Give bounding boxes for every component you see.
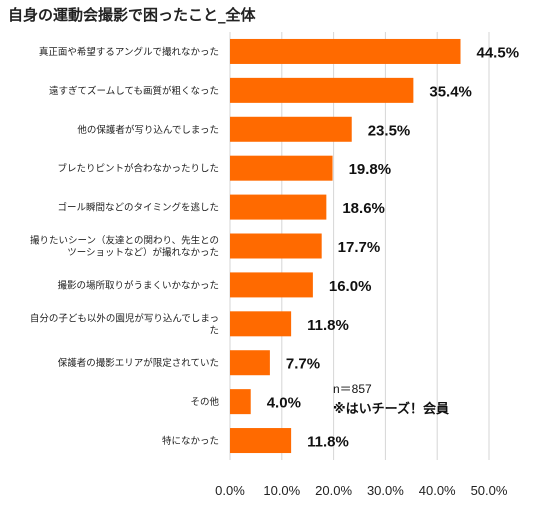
x-tick-label: 40.0% <box>419 483 456 498</box>
category-label: ゴール瞬間などのタイミングを逃した <box>57 202 219 214</box>
bars <box>230 38 461 454</box>
bar <box>230 233 322 259</box>
value-labels: 44.5% 35.4% 23.5% 19.8% 18.6% 17.7% 16.0% 11.8%… <box>267 44 519 450</box>
category-label: その他 <box>190 396 219 408</box>
category-label: 自分の子ども以外の園児が写り込んでしまっ <box>30 312 219 324</box>
data-label: 17.7% <box>338 239 381 256</box>
category-label: ブレたりピントが合わなかったりした <box>57 163 219 175</box>
category-label: 撮影の場所取りがうまくいかなかった <box>57 279 219 291</box>
membership-note: ※はいチーズ！会員 <box>333 401 449 417</box>
category-label: 特になかった <box>162 435 219 447</box>
bar <box>230 194 327 220</box>
data-label: 18.6% <box>342 200 385 217</box>
bar <box>230 272 313 298</box>
x-tick-label: 20.0% <box>315 483 352 498</box>
bar <box>230 389 251 415</box>
category-label: 他の保護者が写り込んでしまった <box>77 124 219 136</box>
chart-title: 自身の運動会撮影で困ったこと_全体 <box>8 6 257 24</box>
category-label: ツーショットなど）が撮れなかった <box>67 247 219 259</box>
data-label: 11.8% <box>307 434 349 451</box>
bar <box>230 155 333 181</box>
data-label: 11.8% <box>307 317 349 334</box>
bar <box>230 350 270 376</box>
bar <box>230 428 292 454</box>
data-label: 19.8% <box>349 161 392 178</box>
data-label: 16.0% <box>329 278 372 295</box>
x-tick-label: 0.0% <box>215 483 245 498</box>
data-label: 4.0% <box>267 395 301 412</box>
category-label: 真正面や希望するアングルで撮れなかった <box>39 46 219 58</box>
category-label: た <box>209 325 219 336</box>
gridlines <box>229 32 490 460</box>
x-tick-label: 10.0% <box>263 483 300 498</box>
x-tick-label: 50.0% <box>471 483 508 498</box>
data-label: 23.5% <box>368 122 411 139</box>
bar <box>230 77 414 103</box>
data-label: 7.7% <box>286 356 320 373</box>
data-label: 35.4% <box>429 83 472 100</box>
category-labels: 真正面や希望するアングルで撮れなかった遠すぎてズームしても画質が粗くなった他の保… <box>30 46 220 447</box>
bar <box>230 38 461 64</box>
category-label: 遠すぎてズームしても画質が粗くなった <box>49 85 219 97</box>
sample-size-note: n＝857 <box>333 382 372 396</box>
x-tick-label: 30.0% <box>367 483 404 498</box>
x-axis-ticks: 0.0% 10.0% 20.0% 30.0% 40.0% 50.0% <box>215 483 508 498</box>
bar <box>230 311 292 337</box>
bar <box>230 116 352 142</box>
data-label: 44.5% <box>477 44 520 61</box>
category-label: 撮りたいシーン（友達との関わり、先生との <box>30 235 219 247</box>
category-label: 保護者の撮影エリアが限定されていた <box>58 357 219 369</box>
